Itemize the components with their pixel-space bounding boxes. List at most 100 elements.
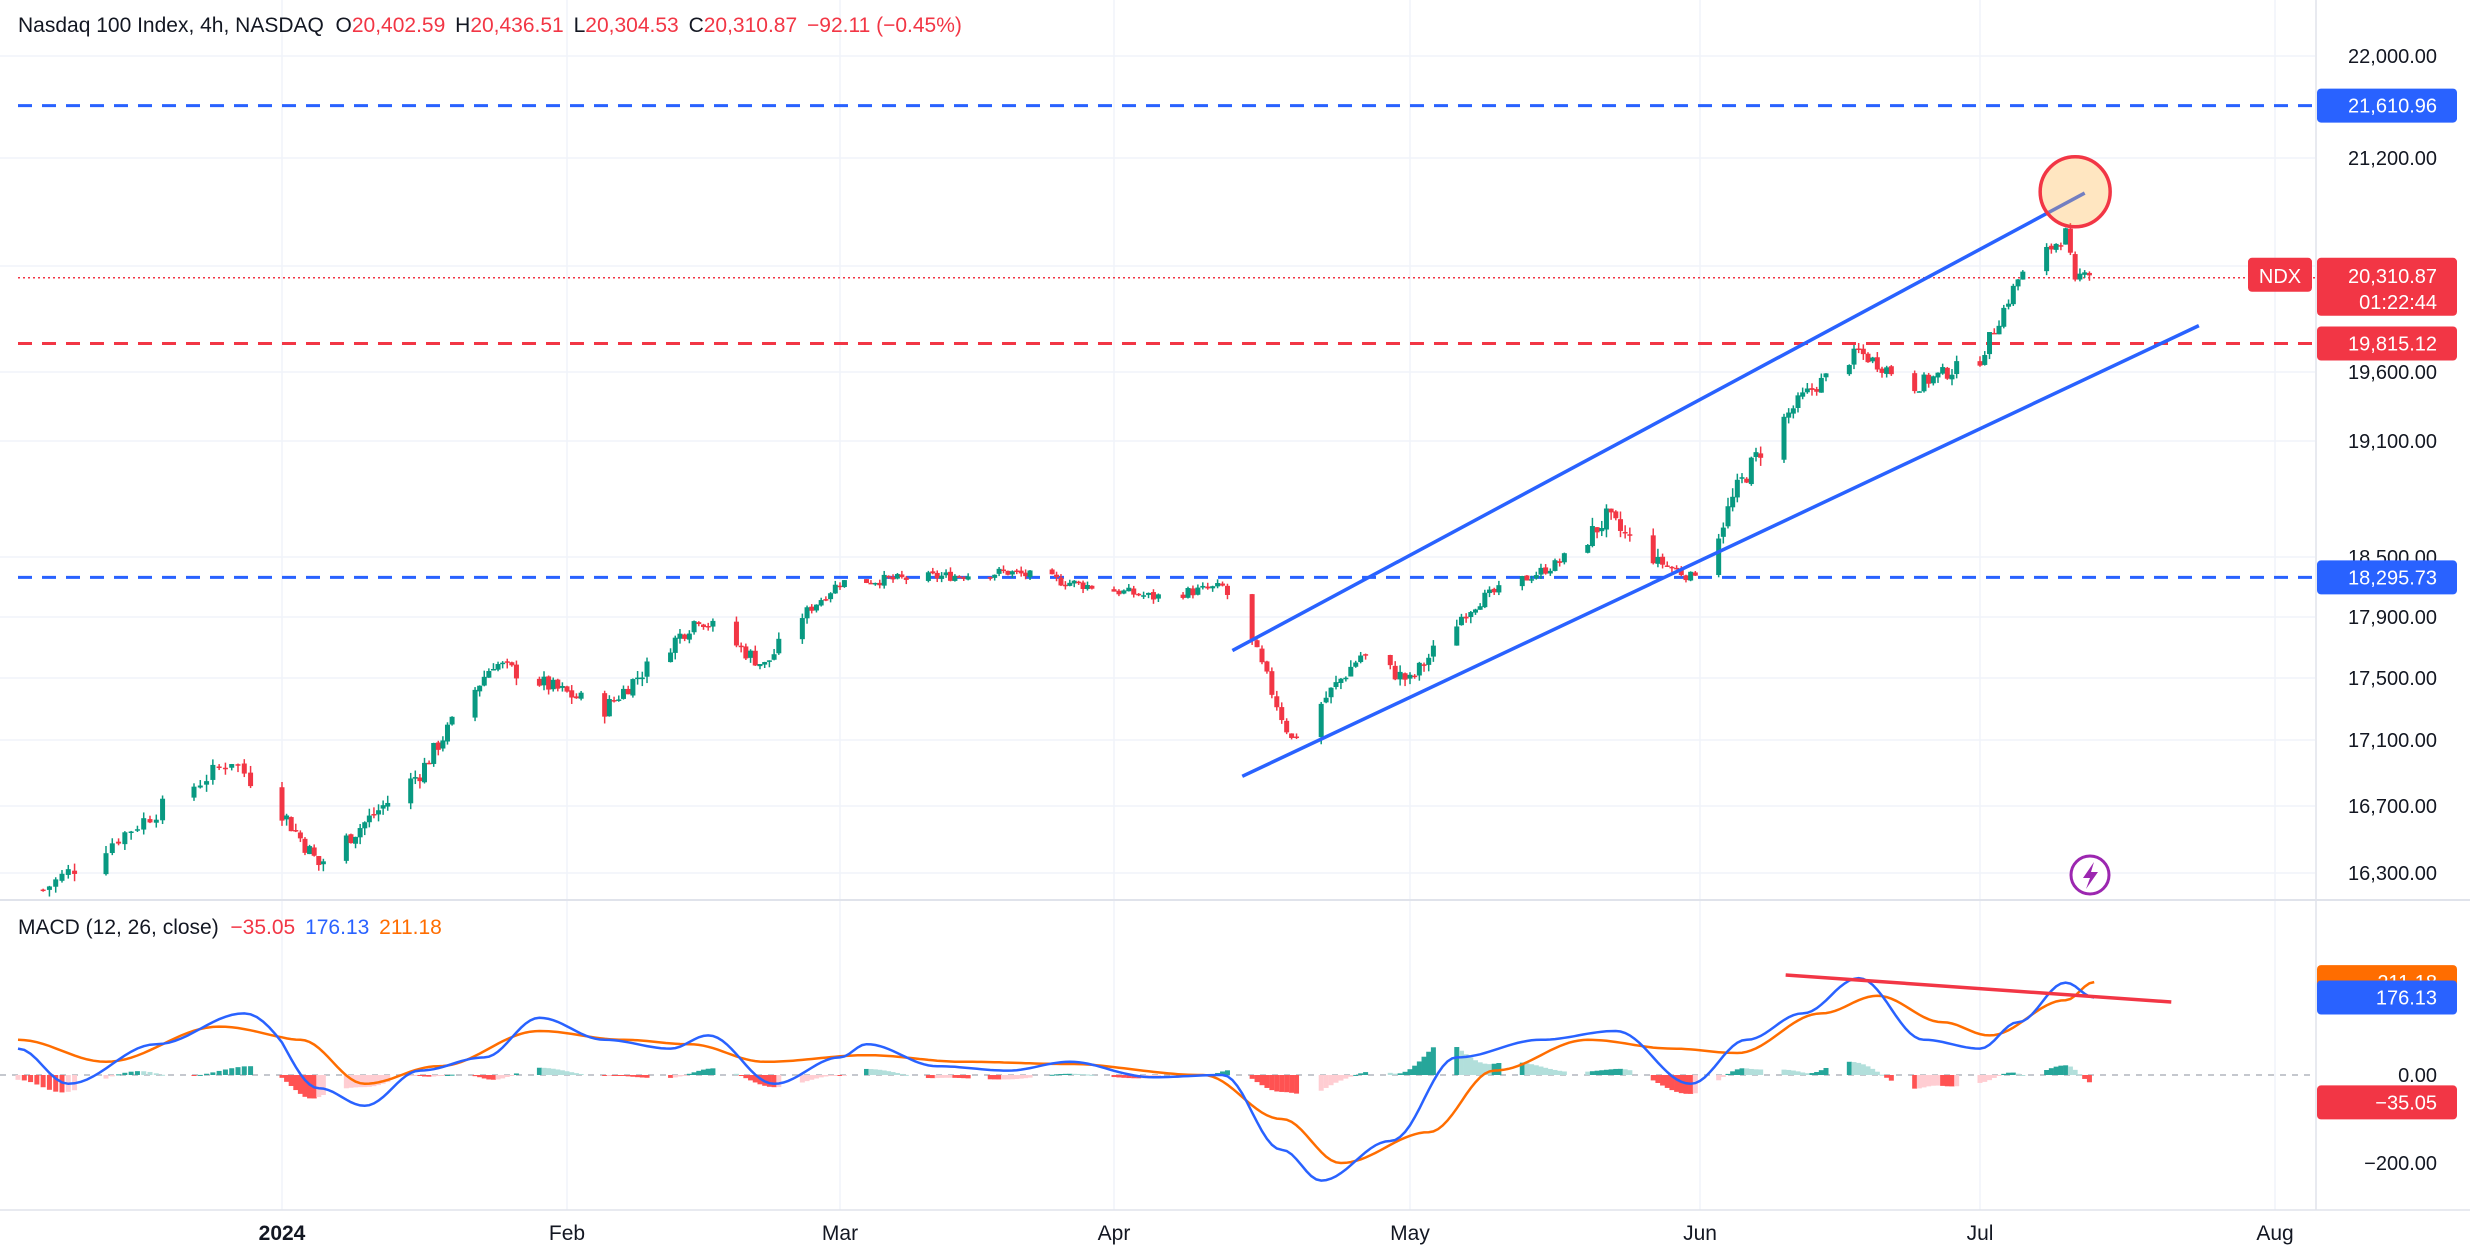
macd-histogram-bar <box>1472 1060 1478 1075</box>
candle-body <box>477 685 483 692</box>
candle-body <box>412 777 418 779</box>
candle-body <box>1865 353 1871 363</box>
macd-histogram-bar <box>1392 1073 1398 1075</box>
macd-histogram-bar <box>841 1075 847 1076</box>
candle-body <box>1884 367 1890 374</box>
last-price-tag: 20,310.87 01:22:44 <box>2317 257 2457 316</box>
candle-body <box>1585 544 1591 553</box>
macd-histogram-bar <box>630 1075 636 1077</box>
candle-body <box>705 626 711 628</box>
macd-histogram-bar <box>1412 1065 1418 1075</box>
candle-body <box>229 764 235 768</box>
resistance-price-tag-bg <box>2317 88 2457 123</box>
macd-histogram-bar <box>1358 1073 1364 1075</box>
candle-body <box>872 582 878 585</box>
macd-histogram-bar <box>1748 1068 1754 1075</box>
candle-body <box>1249 594 1255 640</box>
candle-body <box>2044 246 2050 272</box>
macd-histogram-bar <box>733 1073 739 1075</box>
macd-histogram-bar <box>818 1075 824 1078</box>
macd-histogram-bar <box>1294 1075 1300 1094</box>
macd-histogram-bar <box>2053 1066 2059 1075</box>
candle-body <box>799 618 805 640</box>
candle-body <box>894 574 900 579</box>
candle-body <box>677 633 683 639</box>
symbol-tag-text: NDX <box>2259 266 2301 288</box>
trend-channel-drawings[interactable] <box>1231 155 2200 896</box>
candle-body <box>1141 595 1147 597</box>
macd-histogram-bar <box>1001 1075 1007 1080</box>
candle-body <box>1879 368 1885 373</box>
channel-lower-line[interactable] <box>1241 324 2200 778</box>
macd-tick-label: −200.00 <box>2364 1153 2437 1175</box>
macd-histogram-bar <box>965 1075 971 1079</box>
macd-histogram-bar <box>1916 1075 1922 1089</box>
candle-body <box>1062 584 1068 587</box>
macd-histogram-bar <box>1678 1075 1684 1094</box>
alert-lightning-icon[interactable] <box>2069 854 2111 896</box>
candle-body <box>1150 592 1156 600</box>
macd-histogram-bar <box>435 1075 441 1077</box>
macd-histogram-bar <box>513 1073 519 1075</box>
macd-histogram-bar <box>934 1075 940 1079</box>
open-value: 20,402.59 <box>351 14 446 37</box>
candle-body <box>248 772 254 787</box>
candle-body <box>956 576 962 578</box>
candle-body <box>191 786 197 798</box>
candle-body <box>504 661 510 663</box>
candle-body <box>1674 567 1680 570</box>
macd-histogram-bar <box>40 1075 46 1088</box>
highlight-circle[interactable] <box>2038 155 2112 229</box>
channel-upper-line[interactable] <box>1231 191 2086 653</box>
macd-histogram-bar <box>1664 1075 1670 1088</box>
price-tick-label: 17,900.00 <box>2348 607 2437 629</box>
candle-body <box>877 582 883 586</box>
macd-histogram-bar <box>1049 1074 1055 1076</box>
time-axis[interactable]: 2024 Feb Mar Apr May Jun Jul Aug <box>259 1222 2294 1245</box>
candle-body <box>1412 675 1418 678</box>
macd-histogram-bar <box>1111 1075 1117 1078</box>
candle-body <box>1463 616 1469 619</box>
candle-body <box>408 778 414 804</box>
candle-body <box>65 869 71 875</box>
macd-histogram-bar <box>899 1073 905 1075</box>
macd-histogram-tag-bg <box>2317 1085 2457 1120</box>
candle-body <box>616 699 622 701</box>
open-label: O <box>335 14 352 37</box>
candle-body <box>1688 571 1694 581</box>
macd-histogram-bar <box>823 1075 829 1077</box>
candle-body <box>569 690 575 698</box>
candle-body <box>513 664 519 679</box>
macd-histogram-bar <box>422 1075 427 1077</box>
candle-body <box>362 822 368 829</box>
macd-histogram-bar <box>996 1075 1002 1080</box>
candle-body <box>573 696 579 699</box>
candle-body <box>1538 567 1544 575</box>
candle-body <box>1402 673 1408 680</box>
candle-body <box>1279 707 1285 721</box>
macd-histogram-bar <box>160 1074 166 1076</box>
macd-histogram-bar <box>828 1075 834 1076</box>
candle-body <box>620 688 626 699</box>
candle-body <box>302 838 308 853</box>
macd-histogram-bar <box>1944 1075 1950 1087</box>
candle-body <box>284 815 290 820</box>
macd-histogram-bar <box>1089 1074 1095 1076</box>
macd-histogram-bar <box>564 1071 570 1075</box>
macd-histogram-bar <box>1058 1074 1064 1076</box>
macd-histogram-bar <box>495 1075 501 1080</box>
macd-histogram-bar <box>1977 1075 1983 1083</box>
candle-body <box>134 829 140 831</box>
candle-body <box>1458 616 1464 626</box>
candle-body <box>371 814 377 816</box>
candle-body <box>1870 357 1876 362</box>
price-tick-label: 17,500.00 <box>2348 668 2437 690</box>
macd-histogram-bar <box>1430 1047 1436 1075</box>
macd-histogram-bar <box>748 1075 754 1081</box>
candle-body <box>733 621 739 646</box>
price-tick-label: 19,100.00 <box>2348 431 2437 453</box>
candle-body <box>1758 453 1764 458</box>
candle-body <box>210 764 216 780</box>
candle-body <box>366 815 372 823</box>
